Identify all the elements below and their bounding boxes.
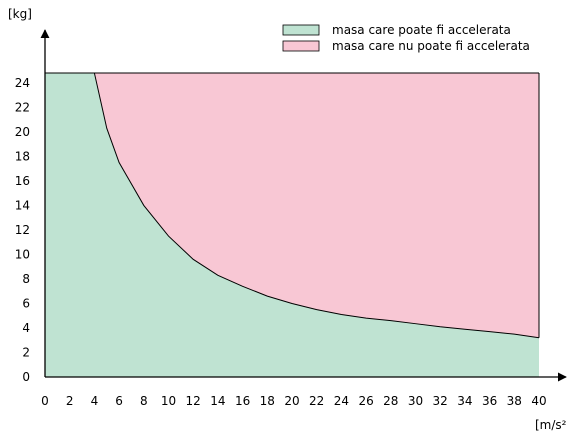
y-tick-label: 4 <box>22 321 30 335</box>
y-tick-label: 8 <box>22 272 30 286</box>
y-tick-label: 24 <box>15 76 30 90</box>
legend-swatch-accelerable <box>282 24 320 36</box>
y-tick-label: 12 <box>15 223 30 237</box>
x-tick-label: 26 <box>358 394 373 408</box>
legend-label-accelerable: masa care poate fi accelerata <box>332 23 511 37</box>
y-tick-label: 14 <box>15 198 30 212</box>
x-tick-label: 10 <box>161 394 176 408</box>
x-tick-label: 38 <box>507 394 522 408</box>
x-tick-label: 0 <box>41 394 49 408</box>
x-tick-label: 16 <box>235 394 250 408</box>
y-tick-label: 2 <box>22 345 30 359</box>
x-ticks: 0 2 4 6 8 10 12 14 16 18 20 22 24 26 28 30 32 34 36 38 40 <box>41 394 546 408</box>
area-accelerable <box>45 73 539 377</box>
x-tick-label: 2 <box>66 394 74 408</box>
legend-label-not-accelerable: masa care nu poate fi accelerata <box>332 39 530 53</box>
boundary-curve <box>93 72 540 339</box>
x-tick-label: 30 <box>408 394 423 408</box>
x-tick-label: 6 <box>115 394 123 408</box>
x-tick-label: 32 <box>433 394 448 408</box>
x-tick-label: 20 <box>284 394 299 408</box>
y-axis-unit: [kg] <box>8 7 32 21</box>
x-tick-label: 12 <box>186 394 201 408</box>
y-tick-label: 18 <box>15 149 30 163</box>
y-tick-label: 16 <box>15 174 30 188</box>
x-tick-label: 28 <box>383 394 398 408</box>
y-tick-label: 0 <box>22 370 30 384</box>
x-tick-label: 18 <box>260 394 275 408</box>
x-tick-label: 4 <box>91 394 99 408</box>
x-tick-label: 8 <box>140 394 148 408</box>
x-tick-label: 24 <box>334 394 349 408</box>
y-tick-label: 20 <box>15 125 30 139</box>
x-tick-label: 36 <box>482 394 497 408</box>
x-tick-label: 34 <box>457 394 472 408</box>
y-tick-label: 6 <box>22 296 30 310</box>
legend: masa care poate fi accelerata masa care … <box>282 23 530 53</box>
y-tick-label: 10 <box>15 247 30 261</box>
x-tick-label: 14 <box>210 394 225 408</box>
legend-swatch-not-accelerable <box>282 40 320 52</box>
x-tick-label: 22 <box>309 394 324 408</box>
x-tick-label: 40 <box>531 394 546 408</box>
x-axis-unit: [m/s²] <box>535 418 567 432</box>
y-tick-label: 22 <box>15 100 30 114</box>
